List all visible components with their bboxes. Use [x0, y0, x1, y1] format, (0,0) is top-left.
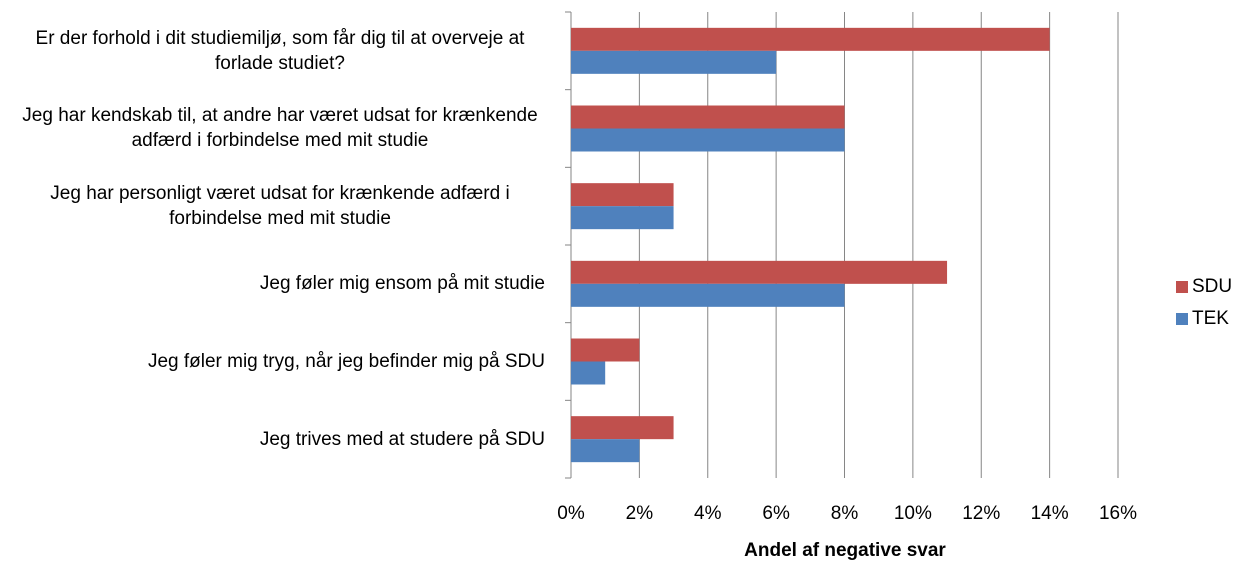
y-tick-label: Jeg har kendskab til, at andre har været… [22, 105, 538, 152]
bar [571, 128, 845, 152]
y-tick-label-box: Jeg har kendskab til, at andre har været… [0, 90, 545, 168]
x-tick-label: 6% [762, 503, 790, 524]
legend-swatch [1176, 313, 1188, 325]
y-tick-label: Er der forhold i dit studiemiljø, som få… [35, 27, 525, 74]
x-tick-label: 0% [557, 503, 585, 524]
bar [571, 105, 845, 129]
bar [571, 27, 1050, 51]
bar [571, 283, 845, 307]
bar [571, 260, 948, 284]
y-tick-label-box: Jeg føler mig ensom på mit studie [0, 245, 545, 323]
y-tick-label-box: Er der forhold i dit studiemiljø, som få… [0, 12, 545, 90]
y-tick-label: Jeg føler mig tryg, når jeg befinder mig… [147, 350, 545, 372]
bar [571, 50, 777, 74]
legend-swatch [1176, 281, 1188, 293]
bar [571, 416, 674, 440]
y-tick-label: Jeg har personligt været udsat for krænk… [50, 183, 510, 230]
x-tick-label: 8% [831, 503, 859, 524]
x-tick-label: 16% [1099, 503, 1137, 524]
y-tick-label: Jeg føler mig ensom på mit studie [259, 273, 545, 295]
y-tick-label-box: Jeg føler mig tryg, når jeg befinder mig… [0, 323, 545, 401]
x-tick-label: 10% [894, 503, 932, 524]
bar [571, 183, 674, 207]
x-tick-label: 2% [626, 503, 654, 524]
x-axis-title: Andel af negative svar [744, 540, 946, 561]
bar [571, 439, 640, 463]
y-tick-label-box: Jeg trives med at studere på SDU [0, 400, 545, 478]
legend-label: TEK [1192, 308, 1229, 329]
bar [571, 361, 606, 385]
x-tick-label: 14% [1031, 503, 1069, 524]
x-tick-label: 4% [694, 503, 722, 524]
bar [571, 206, 674, 230]
y-tick-label: Jeg trives med at studere på SDU [259, 428, 545, 450]
legend-label: SDU [1192, 276, 1232, 297]
y-tick-label-box: Jeg har personligt været udsat for krænk… [0, 167, 545, 245]
bar [571, 338, 640, 362]
x-tick-label: 12% [962, 503, 1000, 524]
